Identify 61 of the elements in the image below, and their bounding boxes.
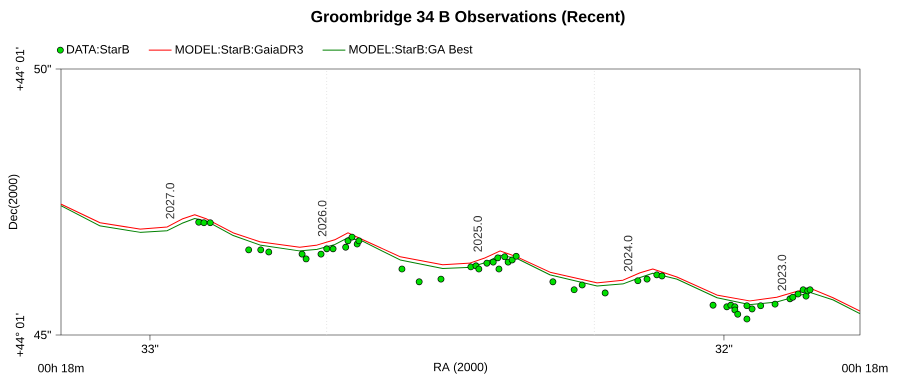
- point: [734, 310, 742, 318]
- point: [772, 300, 778, 308]
- point: [302, 256, 310, 262]
- point: [348, 234, 356, 241]
- point: [794, 290, 802, 298]
- annotation: 2025.0: [473, 216, 482, 252]
- point: [501, 253, 508, 260]
- point: [200, 219, 208, 226]
- point: [265, 248, 272, 256]
- annotation: 2027.0: [166, 183, 174, 219]
- legend-label: MODEL:StarB:GA Best: [350, 45, 472, 54]
- point: [550, 278, 556, 286]
- point: [330, 245, 336, 252]
- point: [710, 302, 716, 309]
- y-tick-label: 45": [34, 330, 51, 340]
- point: [484, 260, 490, 267]
- point: [496, 266, 502, 272]
- point: [570, 286, 578, 294]
- text: 00h 18m: [842, 364, 888, 372]
- point: [323, 245, 330, 252]
- point: [475, 266, 482, 272]
- point: [416, 278, 423, 286]
- point: [356, 237, 362, 244]
- point: [757, 302, 764, 310]
- point: [644, 276, 650, 283]
- point: [744, 302, 750, 310]
- point: [318, 250, 324, 258]
- point: [578, 282, 586, 288]
- point: [398, 266, 406, 272]
- point: [438, 276, 444, 283]
- text: +44° 01': [16, 48, 24, 90]
- chart-title: Groombridge 34 B Observations (Recent): [311, 10, 625, 26]
- annotation: 2023.0: [778, 254, 786, 290]
- point: [494, 254, 502, 262]
- point: [806, 286, 814, 294]
- point: [298, 250, 306, 258]
- point: [802, 292, 810, 300]
- point: [342, 244, 350, 251]
- point: [508, 256, 516, 264]
- y-tick-label: 50": [34, 64, 51, 74]
- point: [245, 246, 252, 254]
- legend-label: DATA:StarB: [67, 45, 130, 54]
- text: +44° 01': [16, 314, 24, 356]
- point: [206, 219, 214, 226]
- point: [658, 272, 666, 280]
- point: [744, 316, 750, 322]
- y-axis-title: Dec(2000): [8, 174, 20, 230]
- annotation: 2024.0: [624, 236, 632, 272]
- point: [789, 294, 796, 301]
- point: [634, 277, 642, 284]
- x-axis-title: RA (2000): [434, 362, 488, 374]
- point: [748, 306, 756, 312]
- point: [512, 252, 520, 260]
- x-tick-label: 33": [142, 344, 158, 354]
- annotation: 2026.0: [318, 200, 326, 236]
- text: 00h 18m: [38, 364, 84, 372]
- legend-label: MODEL:StarB:GaiaDR3: [176, 44, 303, 54]
- point: [602, 290, 609, 296]
- x-tick-label: 32": [716, 344, 732, 354]
- point: [490, 258, 497, 266]
- point: [257, 246, 264, 254]
